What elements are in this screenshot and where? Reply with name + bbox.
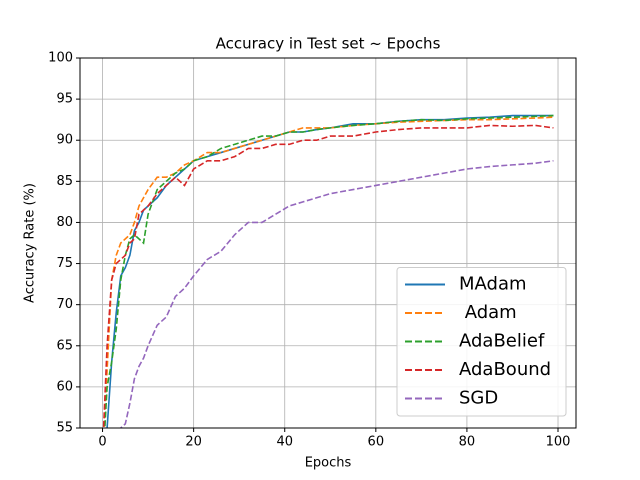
x-tick-label: 60 (368, 435, 385, 450)
series-line (104, 114, 554, 428)
legend-box (396, 267, 567, 417)
x-tick-label: 0 (98, 435, 106, 450)
legend-label: AdaBelief (459, 331, 545, 352)
y-axis-label: Accuracy Rate (%) (23, 183, 38, 303)
ticks: 55 60 65 70 75 80 85 90 95 100 0 20 40 60 80 100 (48, 51, 570, 450)
y-tick-label: 90 (56, 133, 73, 148)
legend-label: SGD (459, 388, 498, 409)
series-line (103, 116, 554, 428)
series-line (102, 124, 554, 428)
y-tick-label: 85 (56, 174, 73, 189)
legend-label: AdaBound (459, 359, 551, 380)
y-tick-label: 100 (48, 51, 73, 66)
x-tick-label: 20 (185, 435, 202, 450)
legend: MAdam Adam AdaBelief AdaBound SGD (396, 267, 567, 417)
y-tick-label: 80 (56, 215, 73, 230)
x-tick-label: 40 (276, 435, 293, 450)
legend-label: Adam (459, 302, 517, 323)
y-tick-label: 55 (56, 421, 73, 436)
y-tick-label: 70 (56, 297, 73, 312)
x-tick-label: 100 (546, 435, 571, 450)
y-tick-label: 95 (56, 92, 73, 107)
chart-title: Accuracy in Test set ~ Epochs (216, 35, 441, 53)
y-tick-label: 65 (56, 338, 73, 353)
series-line (119, 159, 554, 428)
x-tick-label: 80 (459, 435, 476, 450)
y-tick-label: 75 (56, 256, 73, 271)
y-tick-label: 60 (56, 379, 73, 394)
x-axis-label: Epochs (305, 456, 352, 471)
plot-frame (79, 57, 577, 429)
legend-label: MAdam (459, 274, 527, 295)
plot-lines (102, 114, 554, 428)
